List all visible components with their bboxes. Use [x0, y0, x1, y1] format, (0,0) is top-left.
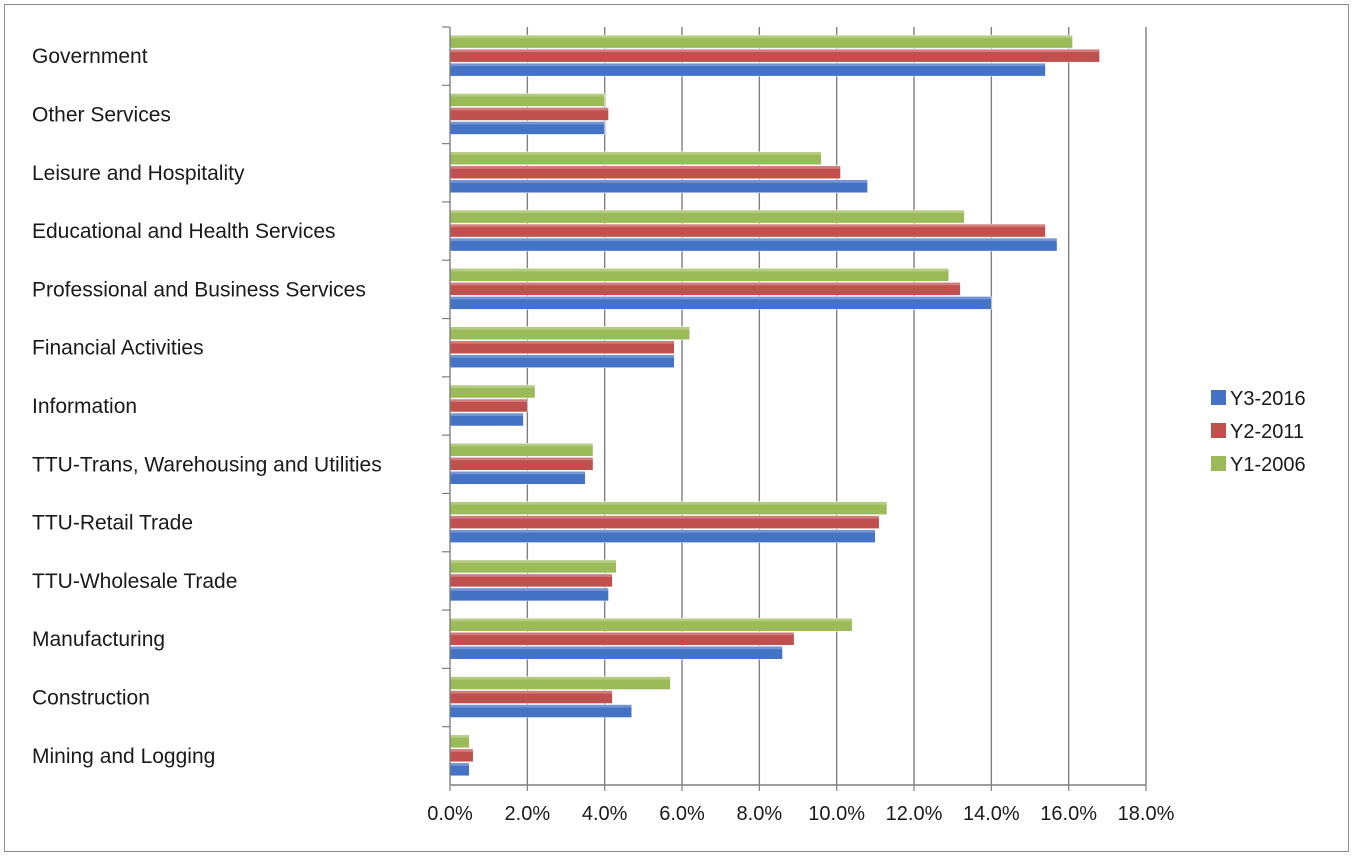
legend-label: Y3-2016: [1230, 388, 1306, 410]
legend-label: Y1-2006: [1230, 454, 1306, 476]
x-tick-label: 12.0%: [886, 803, 943, 825]
bar-highlight: [450, 690, 613, 694]
category-label: Educational and Health Services: [32, 220, 336, 243]
category-labels: Government Other Services Leisure and Hosp…: [32, 45, 382, 768]
category-label: Financial Activities: [32, 337, 204, 360]
bar-highlight: [450, 49, 1100, 53]
category-label: TTU-Retail Trade: [32, 512, 193, 535]
x-tick-label: 2.0%: [505, 803, 551, 825]
bar-highlight: [450, 704, 632, 708]
legend: Y3-2016 Y2-2011 Y1-2006: [1211, 388, 1306, 476]
bar-highlight: [450, 121, 605, 125]
bar-highlight: [450, 501, 887, 505]
x-tick-label: 10.0%: [808, 803, 865, 825]
bar-highlight: [450, 529, 876, 533]
legend-swatch: [1211, 456, 1226, 471]
bar-highlight: [450, 268, 949, 272]
category-label: Other Services: [32, 103, 171, 126]
x-tick-label: 6.0%: [659, 803, 705, 825]
bar-highlight: [450, 179, 868, 183]
x-tick-labels: 0.0% 2.0% 4.0% 6.0% 8.0% 10.0% 12.0% 14.0% 16.0%…: [427, 803, 1174, 825]
x-tick-label: 0.0%: [427, 803, 473, 825]
category-label: Manufacturing: [32, 628, 165, 651]
bar-highlight: [450, 296, 992, 300]
bar-highlight: [450, 238, 1058, 242]
bar-highlight: [450, 471, 586, 475]
bar-highlight: [450, 385, 536, 388]
bar-highlight: [450, 443, 594, 447]
bar-highlight: [450, 340, 675, 344]
bar-highlight: [450, 354, 675, 358]
bar-highlight: [450, 224, 1046, 228]
bar-highlight: [450, 326, 690, 330]
legend-swatch: [1211, 390, 1226, 405]
axes: [442, 26, 1147, 791]
category-label: Mining and Logging: [32, 745, 215, 768]
category-label: Government: [32, 45, 148, 68]
bar-highlight: [450, 165, 841, 169]
bar-highlight: [450, 587, 609, 591]
category-label: Information: [32, 395, 137, 418]
bar-highlight: [450, 515, 880, 519]
bar-chart: Government Other Services Leisure and Hosp…: [32, 26, 1306, 825]
legend-swatch: [1211, 423, 1226, 438]
category-label: TTU-Wholesale Trade: [32, 570, 237, 593]
bar-highlight: [450, 559, 617, 563]
bar-highlight: [450, 35, 1073, 39]
bar-highlight: [450, 457, 594, 461]
category-label: TTU-Trans, Warehousing and Utilities: [32, 453, 382, 476]
legend-label: Y2-2011: [1230, 421, 1304, 443]
category-label: Leisure and Hospitality: [32, 162, 245, 185]
category-label: Professional and Business Services: [32, 278, 366, 301]
bar-highlight: [450, 413, 524, 416]
bar-highlight: [450, 399, 528, 402]
bar-highlight: [450, 618, 853, 622]
bar-highlight: [450, 63, 1046, 67]
chart-frame: Government Other Services Leisure and Hosp…: [4, 4, 1349, 852]
bar-highlight: [450, 573, 613, 577]
bar-highlight: [450, 210, 965, 214]
bar-highlight: [450, 646, 783, 650]
x-tick-label: 18.0%: [1118, 803, 1175, 825]
x-tick-label: 8.0%: [737, 803, 783, 825]
bar-highlight: [450, 107, 609, 111]
x-tick-label: 4.0%: [582, 803, 628, 825]
category-label: Construction: [32, 687, 150, 710]
bar-highlight: [450, 734, 470, 738]
bars: [449, 34, 1100, 777]
bar-highlight: [450, 632, 795, 636]
bar-highlight: [450, 282, 961, 286]
bar-highlight: [450, 93, 605, 97]
x-tick-label: 16.0%: [1040, 803, 1097, 825]
bar-highlight: [450, 748, 474, 752]
gridlines: [526, 27, 1147, 785]
bar-highlight: [450, 762, 470, 766]
bar-highlight: [450, 676, 671, 680]
bar-highlight: [450, 151, 822, 155]
x-tick-label: 14.0%: [963, 803, 1020, 825]
